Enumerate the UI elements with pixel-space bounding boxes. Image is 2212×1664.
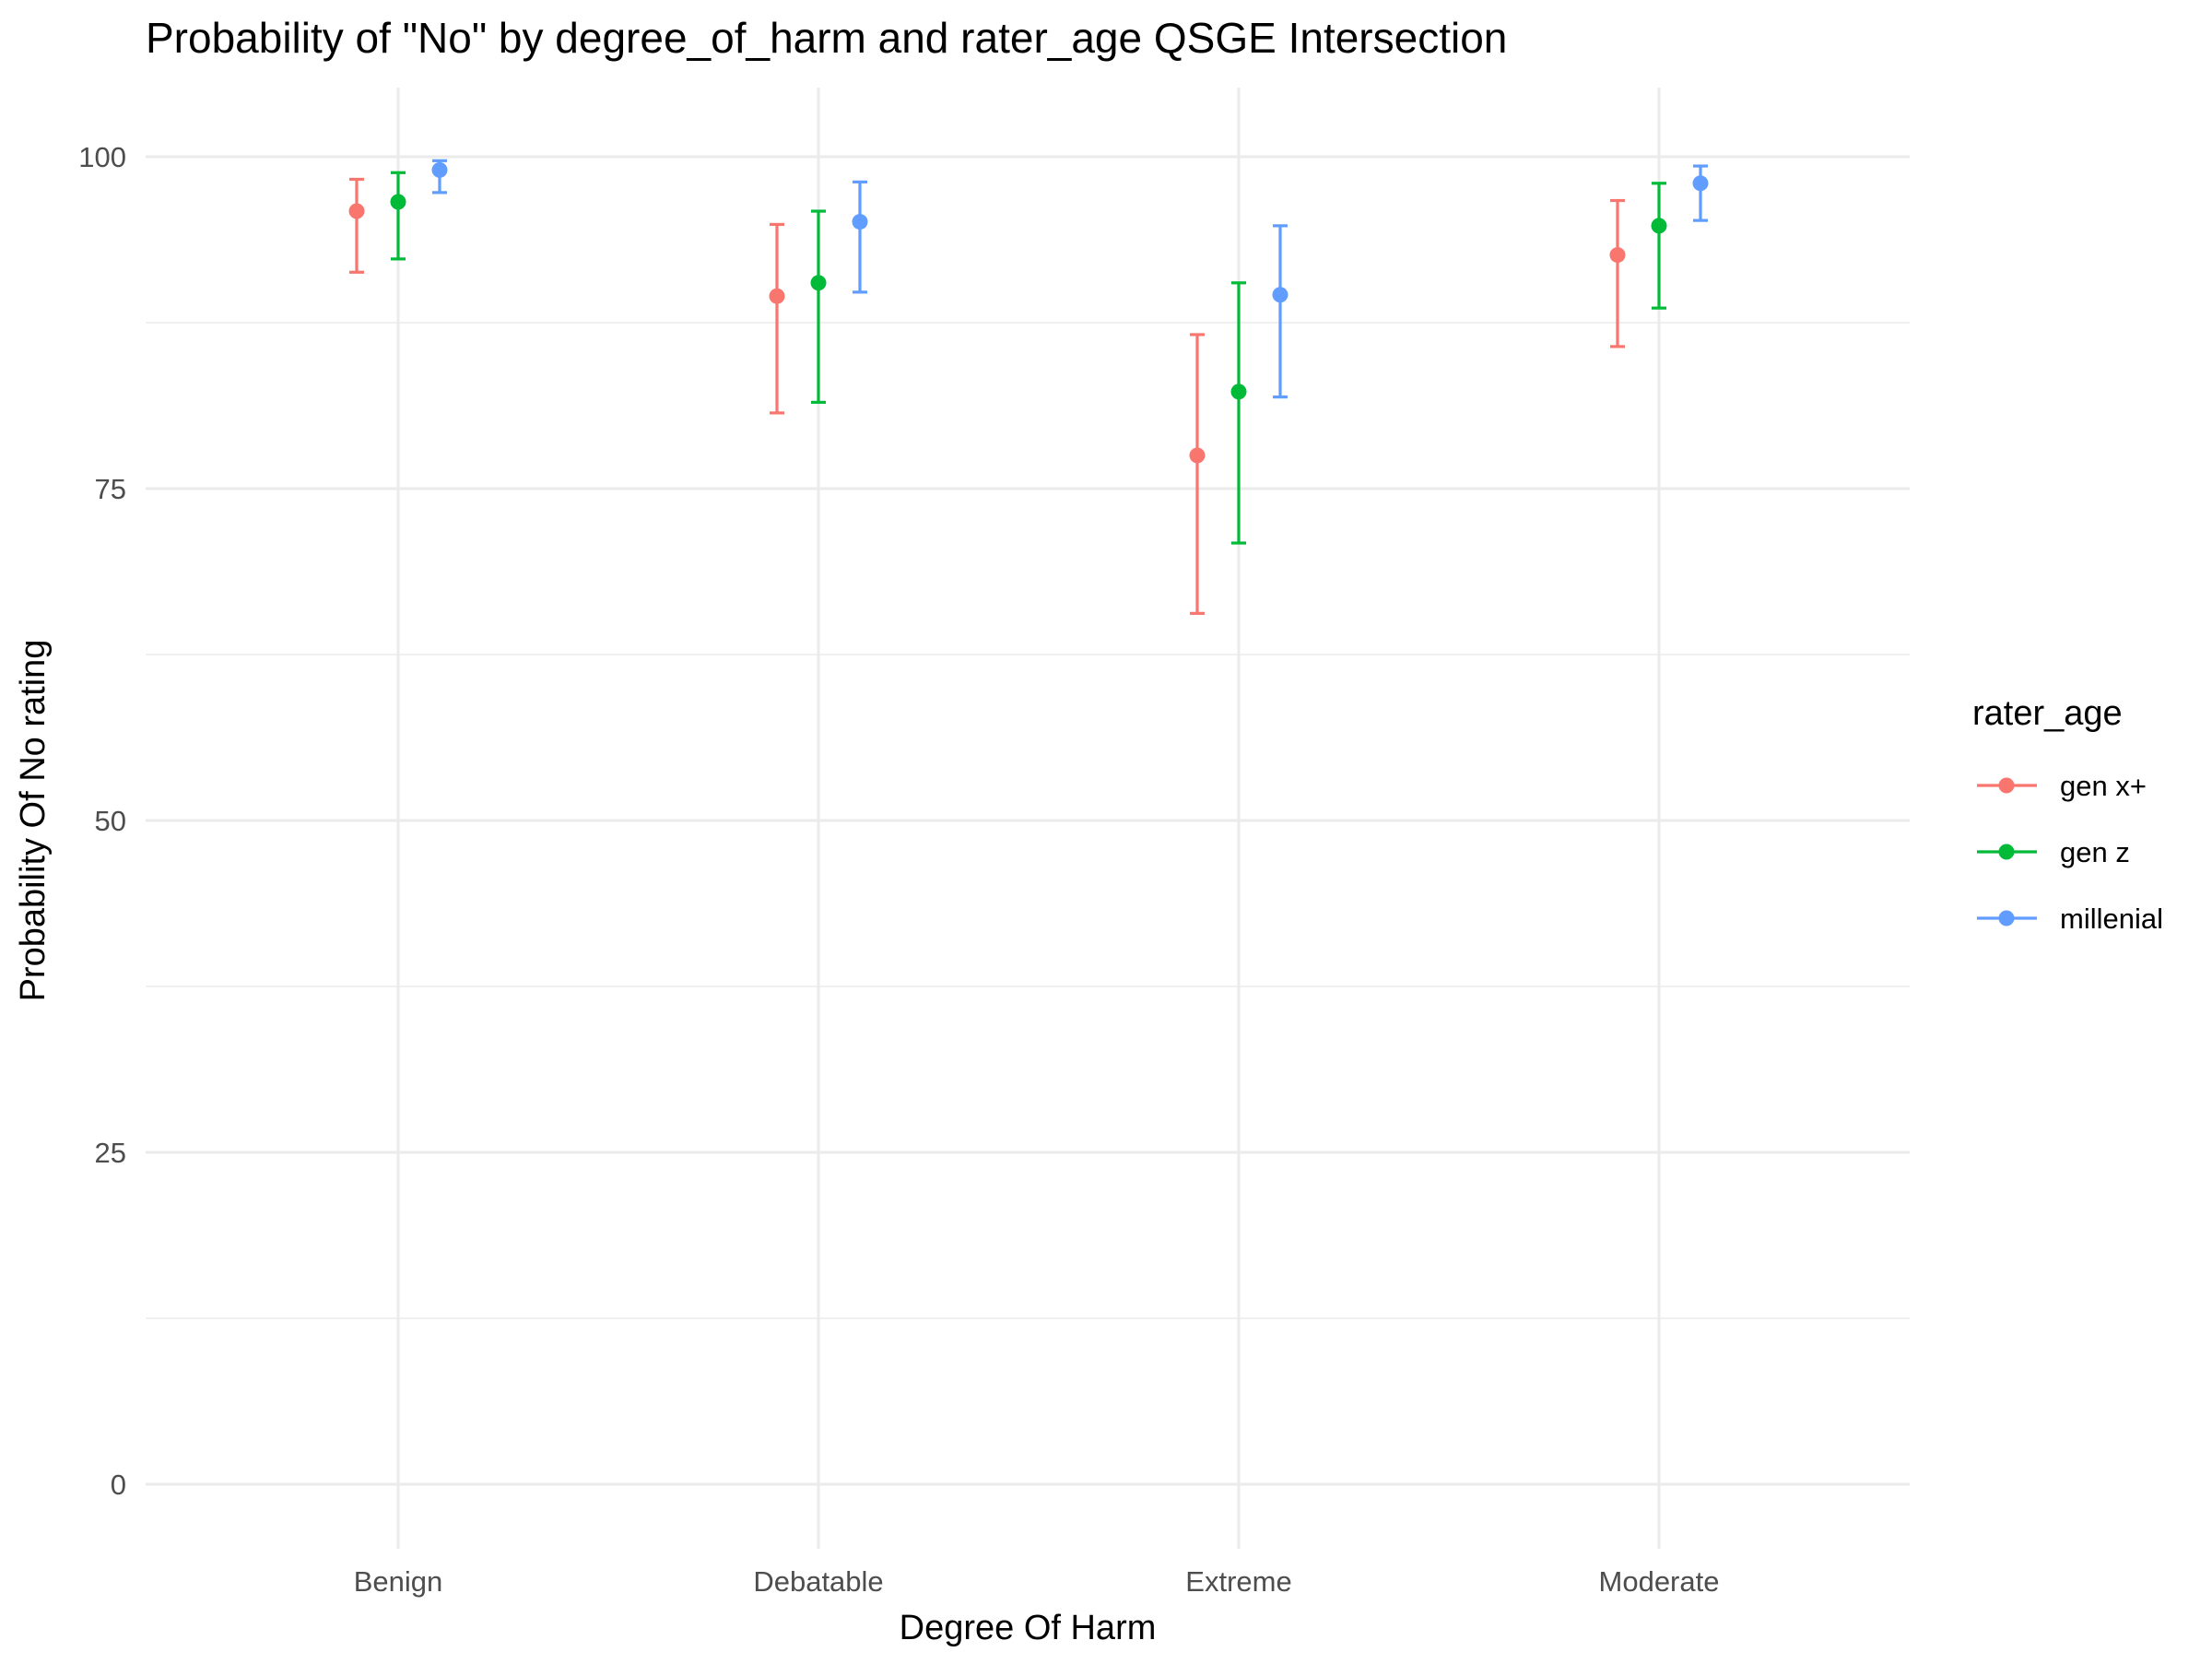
data-point [390, 194, 406, 210]
error-bar [770, 222, 784, 415]
error-bar [811, 209, 826, 404]
x-tick-label: Moderate [1599, 1565, 1720, 1598]
x-tick-label: Debatable [753, 1565, 883, 1598]
x-tick-label: Extreme [1185, 1565, 1291, 1598]
legend-label: millenial [2060, 903, 2163, 935]
chart-title: Probability of "No" by degree_of_harm an… [146, 14, 1507, 62]
data-point [348, 203, 365, 219]
error-bar [853, 180, 867, 294]
error-bar [391, 171, 406, 261]
data-point [431, 161, 448, 178]
plot-marks [348, 159, 1709, 615]
legend-items: gen x+ gen z millenial [1977, 770, 2163, 935]
error-bar [1652, 182, 1666, 310]
error-bar [1610, 198, 1625, 348]
legend-key-point [1998, 777, 2015, 794]
error-bar [1693, 164, 1708, 222]
legend-item: millenial [1977, 903, 2163, 935]
legend-item: gen x+ [1977, 770, 2147, 802]
y-tick-label: 0 [111, 1469, 126, 1501]
data-point [1272, 287, 1288, 303]
data-point [769, 288, 785, 304]
data-point [1609, 247, 1626, 264]
data-point [1189, 447, 1206, 464]
grid-layer [146, 88, 1910, 1549]
y-tick-label: 25 [95, 1137, 126, 1169]
legend-title: rater_age [1972, 694, 2123, 733]
data-point [852, 214, 868, 230]
legend-label: gen x+ [2060, 770, 2147, 802]
error-bar [1190, 333, 1205, 615]
error-bar [1231, 281, 1246, 545]
x-axis-label: Degree Of Harm [900, 1609, 1157, 1647]
data-point [1692, 175, 1709, 192]
error-bar [1273, 224, 1288, 399]
data-point [1230, 384, 1247, 400]
legend-key-point [1998, 910, 2015, 926]
y-ticks: 0 25 50 75 100 [78, 141, 126, 1501]
x-tick-label: Benign [354, 1565, 443, 1598]
y-tick-label: 100 [78, 141, 126, 173]
x-ticks: Benign Debatable Extreme Moderate [354, 1565, 1720, 1598]
data-point [1651, 218, 1667, 234]
legend: rater_age gen x+ gen z millenial [1972, 694, 2163, 935]
error-bar [349, 177, 364, 274]
legend-label: gen z [2060, 836, 2130, 868]
legend-key-point [1998, 844, 2015, 860]
y-tick-label: 75 [95, 473, 126, 505]
data-point [810, 275, 827, 291]
y-tick-label: 50 [95, 805, 126, 837]
y-axis-label: Probability Of No rating [14, 640, 53, 1002]
legend-item: gen z [1977, 836, 2130, 868]
